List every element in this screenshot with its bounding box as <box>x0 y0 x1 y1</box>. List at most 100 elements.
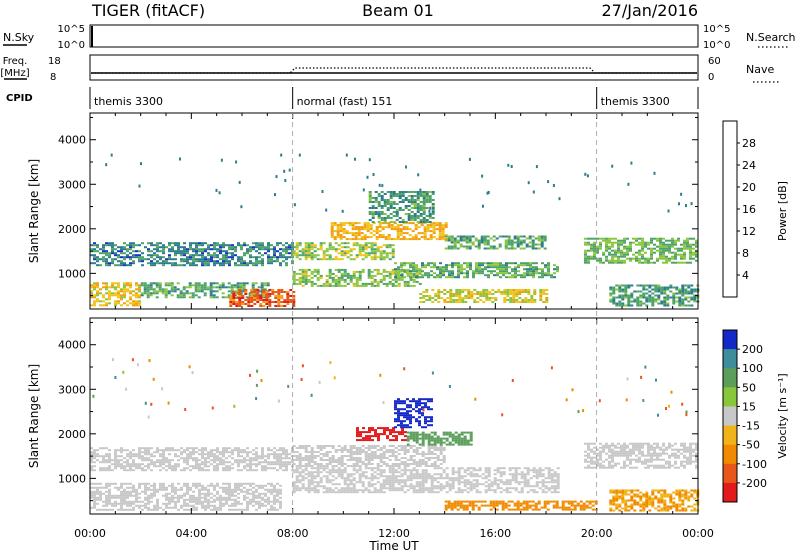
heatmap-cell <box>173 286 177 289</box>
heatmap-cell <box>267 260 270 263</box>
heatmap-cell <box>410 217 414 219</box>
heatmap-cell <box>264 500 267 503</box>
heatmap-cell <box>425 291 429 293</box>
heatmap-cell <box>352 477 356 480</box>
heatmap-cell <box>200 288 204 291</box>
heatmap-cell <box>159 469 162 472</box>
heatmap-cell <box>462 235 466 238</box>
heatmap-cell <box>114 254 117 257</box>
heatmap-cell <box>171 447 174 450</box>
heatmap-cell <box>129 482 132 485</box>
heatmap-cell <box>508 272 511 275</box>
heatmap-cell <box>382 487 386 490</box>
heatmap-cell <box>285 453 288 456</box>
heatmap-cell <box>147 486 150 489</box>
heatmap-cell <box>355 278 359 281</box>
heatmap-cell <box>261 455 264 458</box>
heatmap-cell <box>204 506 207 509</box>
heatmap-cell <box>165 246 168 249</box>
heatmap-cell <box>304 280 308 283</box>
heatmap-cell <box>593 243 596 246</box>
heatmap-cell <box>273 463 276 466</box>
heatmap-cell <box>183 492 186 495</box>
heatmap-cell <box>102 296 105 299</box>
heatmap-cell <box>406 268 410 271</box>
heatmap-cell <box>477 243 481 246</box>
heatmap-cell <box>266 282 270 285</box>
freq-frame <box>89 54 699 81</box>
heatmap-cell <box>150 488 153 491</box>
heatmap-cell <box>286 299 290 301</box>
heatmap-cell <box>512 291 516 293</box>
heatmap-cell <box>340 242 344 245</box>
heatmap-cell <box>618 294 622 297</box>
heatmap-cell <box>168 498 171 501</box>
heatmap-cell <box>542 301 546 303</box>
heatmap-cell <box>273 502 276 505</box>
heatmap-cell <box>99 490 102 493</box>
heatmap-cell <box>243 508 246 511</box>
heatmap-cell <box>388 451 392 453</box>
heatmap-cell <box>108 244 111 247</box>
heatmap-cell <box>252 248 255 251</box>
heatmap-cell <box>219 250 222 253</box>
heatmap-cell <box>395 211 399 213</box>
heatmap-cell <box>186 260 189 263</box>
heatmap-cell <box>126 504 129 507</box>
heatmap-cell <box>277 291 281 293</box>
heatmap-cell <box>135 455 138 458</box>
heatmap-cell <box>623 251 626 254</box>
heatmap-cell <box>129 502 132 505</box>
heatmap-cell <box>165 262 168 265</box>
heatmap-cell <box>442 447 446 449</box>
heatmap-cell <box>431 205 435 207</box>
heatmap-cell <box>686 237 689 240</box>
heatmap-cell <box>192 500 195 503</box>
heatmap-cell <box>246 244 249 247</box>
heatmap-cell <box>292 291 296 293</box>
heatmap-cell <box>397 274 400 277</box>
heatmap-cell <box>678 290 682 293</box>
heatmap-cell <box>389 195 393 197</box>
heatmap-cell <box>255 457 258 460</box>
heatmap-cell <box>389 191 393 193</box>
heatmap-cell <box>491 301 495 303</box>
heatmap-cell <box>90 490 93 493</box>
heatmap-cell <box>191 296 195 299</box>
heatmap-cell <box>242 288 246 291</box>
heatmap-cell <box>532 270 535 273</box>
heatmap-cell <box>146 292 150 295</box>
heatmap-cell <box>424 274 427 277</box>
heatmap-cell <box>605 239 608 242</box>
heatmap-cell <box>267 455 270 458</box>
heatmap-cell <box>239 284 243 287</box>
heatmap-cell <box>286 303 290 305</box>
heatmap-cell <box>328 461 332 463</box>
heatmap-cell <box>366 222 370 225</box>
heatmap-cell <box>632 241 635 244</box>
heatmap-cell <box>213 449 216 452</box>
heatmap-cell <box>457 471 461 474</box>
heatmap-cell <box>614 253 617 256</box>
freq-tick-bottom: 8 <box>50 72 56 83</box>
heatmap-cell <box>454 276 457 279</box>
heatmap-cell <box>291 459 294 462</box>
heatmap-cell <box>355 276 359 279</box>
heatmap-cell <box>419 191 423 193</box>
heatmap-cell <box>132 256 135 259</box>
heatmap-cell <box>384 226 388 229</box>
heatmap-cell <box>207 453 210 456</box>
heatmap-cell <box>313 481 317 484</box>
heatmap-cell <box>117 256 120 259</box>
heatmap-cell <box>525 243 529 246</box>
heatmap-cell <box>596 251 599 254</box>
heatmap-cell <box>376 467 380 470</box>
heatmap-cell <box>421 262 424 265</box>
heatmap-cell <box>340 276 344 279</box>
heatmap-cell <box>289 295 293 297</box>
heatmap-cell <box>620 239 623 242</box>
heatmap-cell <box>240 459 243 462</box>
heatmap-cell <box>419 297 423 299</box>
heatmap-cell <box>276 453 279 456</box>
